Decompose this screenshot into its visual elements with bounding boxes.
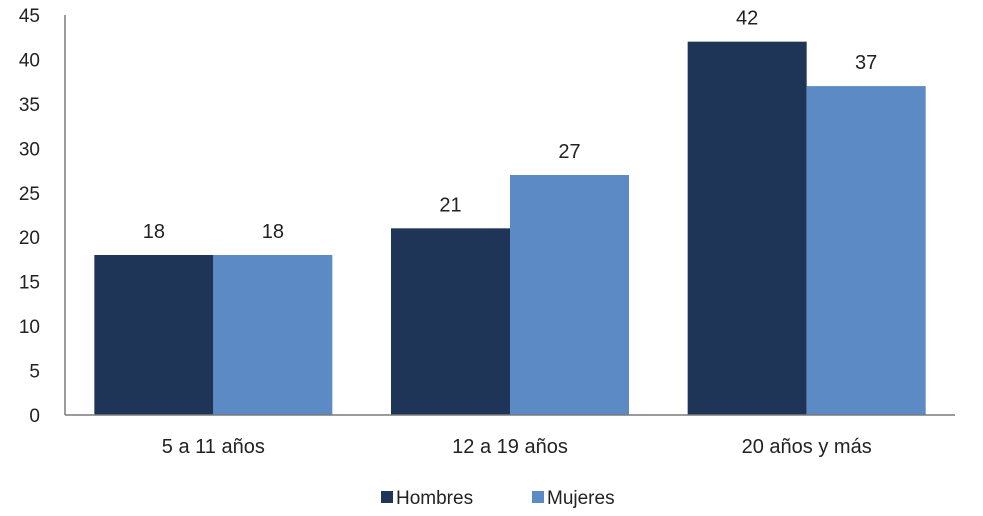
y-tick-label: 40 [19, 50, 40, 71]
legend-swatch-mujeres [532, 491, 544, 503]
legend-label-mujeres: Mujeres [547, 488, 615, 509]
legend: Hombres Mujeres [381, 488, 615, 509]
bar-hombres [687, 41, 807, 416]
bar-mujeres [510, 175, 629, 415]
axes [64, 15, 955, 416]
y-tick-label: 20 [19, 228, 40, 249]
data-label: 42 [736, 8, 758, 30]
category-label: 12 a 19 años [452, 436, 568, 458]
category-label: 5 a 11 años [162, 436, 265, 458]
bar-hombres [94, 255, 214, 415]
data-label: 37 [855, 52, 877, 74]
category-label: 20 años y más [742, 436, 872, 458]
y-tick-label: 0 [29, 406, 40, 427]
y-tick-label: 35 [19, 95, 40, 116]
legend-swatch-hombres [381, 491, 393, 503]
data-label: 21 [439, 194, 461, 216]
y-axis-ticks: 0 5 10 15 20 25 30 35 40 45 [19, 6, 40, 427]
y-tick-label: 10 [19, 317, 40, 338]
y-tick-label: 30 [19, 139, 40, 160]
bar-mujeres [213, 255, 333, 415]
legend-label-hombres: Hombres [396, 488, 473, 509]
data-label: 18 [143, 221, 165, 243]
y-tick-label: 45 [19, 6, 40, 27]
bar-hombres [391, 228, 510, 415]
data-labels: 18 18 21 27 42 37 [143, 8, 878, 243]
data-label: 18 [262, 221, 284, 243]
y-tick-label: 25 [19, 184, 40, 205]
y-tick-label: 5 [29, 362, 40, 383]
bars [94, 41, 926, 416]
bar-mujeres [806, 86, 926, 415]
x-axis-category-labels: 5 a 11 años 12 a 19 años 20 años y más [162, 436, 872, 458]
y-tick-label: 15 [19, 273, 40, 294]
data-label: 27 [558, 141, 580, 163]
